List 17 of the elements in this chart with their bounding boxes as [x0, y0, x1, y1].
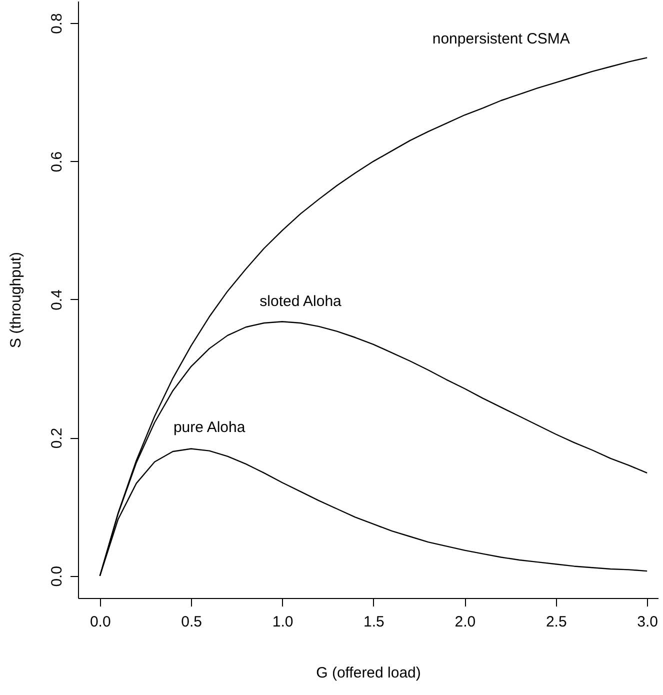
y-tick-label: 0.8	[48, 13, 66, 34]
x-tick-label: 0.5	[181, 614, 202, 630]
series-label: sloted Aloha	[260, 292, 342, 310]
x-tick-label: 0.0	[90, 614, 111, 630]
x-tick-label: 1.5	[364, 614, 384, 630]
series-label: pure Aloha	[173, 418, 246, 436]
series-label: nonpersistent CSMA	[432, 30, 570, 48]
x-tick-label: 2.5	[546, 614, 567, 630]
y-tick-label: 0.0	[48, 566, 66, 587]
x-tick-label: 1.0	[272, 614, 294, 630]
x-axis-title: G (offered load)	[316, 664, 421, 682]
x-tick-label: 3.0	[637, 614, 658, 630]
y-tick-label: 0.6	[48, 151, 66, 172]
y-axis-title: S (throughput)	[8, 252, 24, 348]
y-tick-label: 0.4	[48, 290, 66, 310]
y-tick-label: 0.2	[48, 428, 66, 449]
x-tick-label: 2.0	[454, 614, 476, 630]
